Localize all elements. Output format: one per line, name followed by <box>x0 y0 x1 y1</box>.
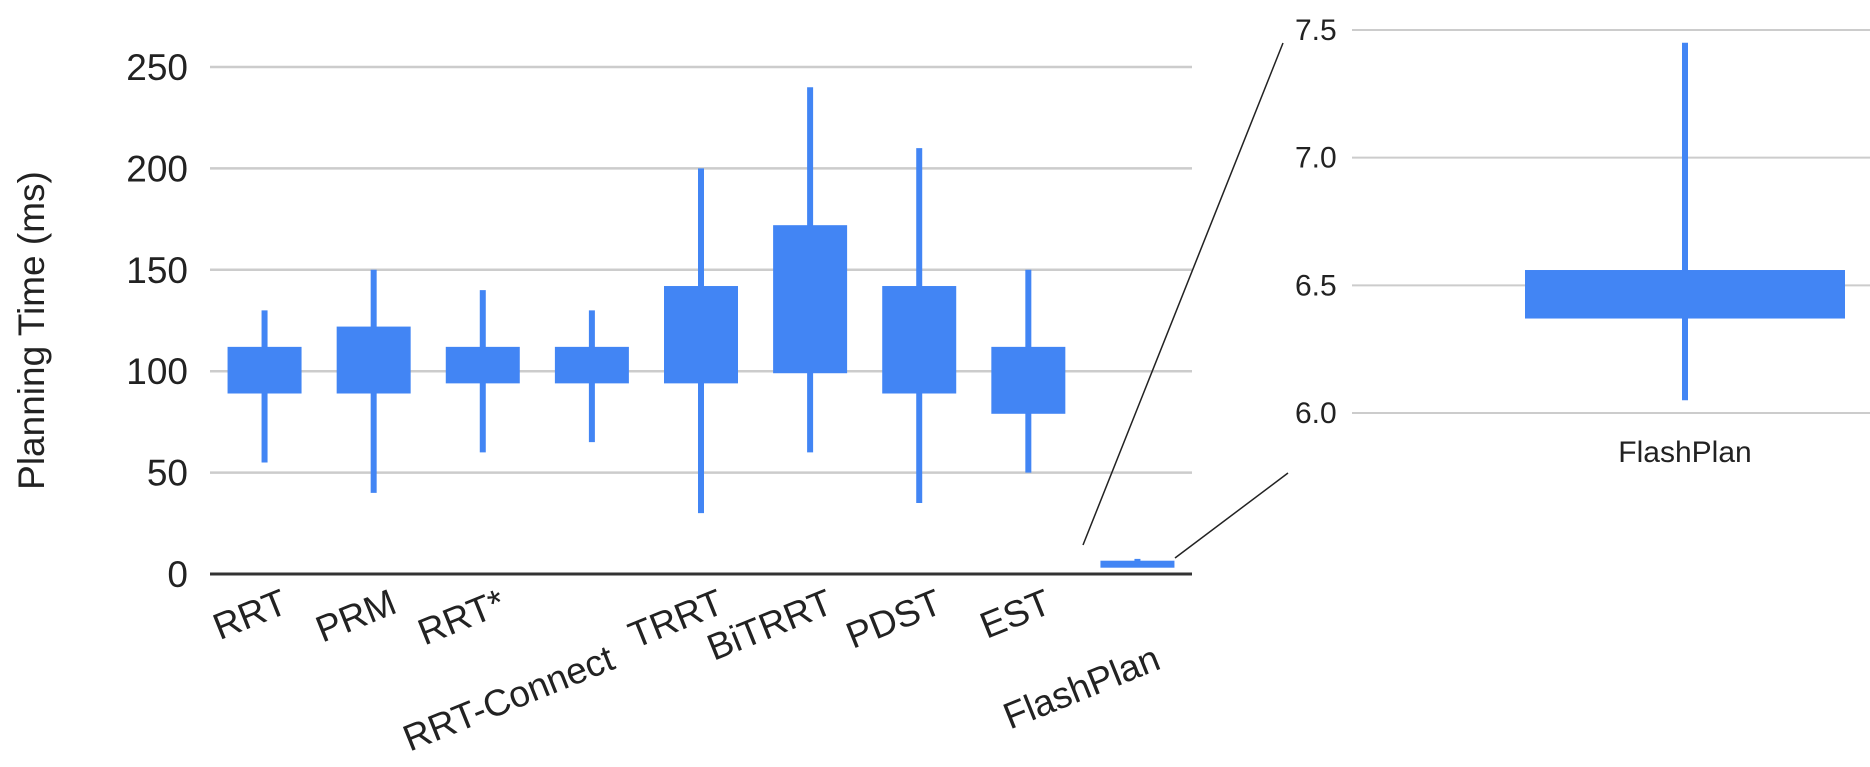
zoom-connector-line <box>1082 42 1284 546</box>
inset-y-tick-label: 7.5 <box>1295 14 1337 47</box>
main-y-tick-label: 250 <box>126 47 188 88</box>
main-x-tick-label: PRM <box>310 581 402 650</box>
inset-x-tick-label: FlashPlan <box>1618 436 1751 469</box>
main-candle-body <box>1100 560 1175 568</box>
main-candle-body <box>445 346 520 384</box>
inset-y-tick-label: 7.0 <box>1295 142 1337 175</box>
main-candle-body <box>227 346 302 394</box>
inset-gridlines <box>1352 29 1870 414</box>
inset-y-tick-label: 6.5 <box>1295 269 1337 302</box>
main-candle-body <box>773 225 848 374</box>
main-y-tick-label: 100 <box>126 351 188 392</box>
inset-x-tick-labels: FlashPlan <box>1618 436 1751 469</box>
inset-y-tick-label: 6.0 <box>1295 397 1337 430</box>
main-y-tick-labels: 0 50 100 150 200 250 <box>126 47 188 595</box>
main-y-tick-label: 0 <box>167 554 188 595</box>
main-x-tick-label: FlashPlan <box>998 637 1166 737</box>
inset-y-tick-labels: 6.0 6.5 7.0 7.5 <box>1295 14 1337 430</box>
main-candle-body <box>664 286 738 384</box>
main-y-tick-label: 200 <box>126 148 188 189</box>
main-y-tick-label: 50 <box>147 453 188 494</box>
main-x-tick-label: RRT-Connect <box>397 637 620 759</box>
main-x-tick-label: BiTRRT <box>701 581 838 668</box>
main-candle-body <box>554 346 629 384</box>
y-axis-title: Planning Time (ms) <box>11 171 52 490</box>
inset-candles <box>1525 42 1845 401</box>
main-candle-body <box>991 346 1066 414</box>
inset-candle-body <box>1525 270 1845 319</box>
main-candles <box>227 87 1175 568</box>
zoom-connector-line <box>1174 472 1289 559</box>
main-x-tick-label: EST <box>974 581 1056 646</box>
main-x-tick-label: PDST <box>840 581 947 656</box>
main-y-tick-label: 150 <box>126 250 188 291</box>
main-x-tick-label: RRT <box>207 581 292 647</box>
main-candle-body <box>882 286 957 394</box>
main-candle-body <box>336 326 411 394</box>
zoom-connector-lines <box>1082 42 1289 559</box>
main-x-tick-label: RRT* <box>412 581 511 653</box>
